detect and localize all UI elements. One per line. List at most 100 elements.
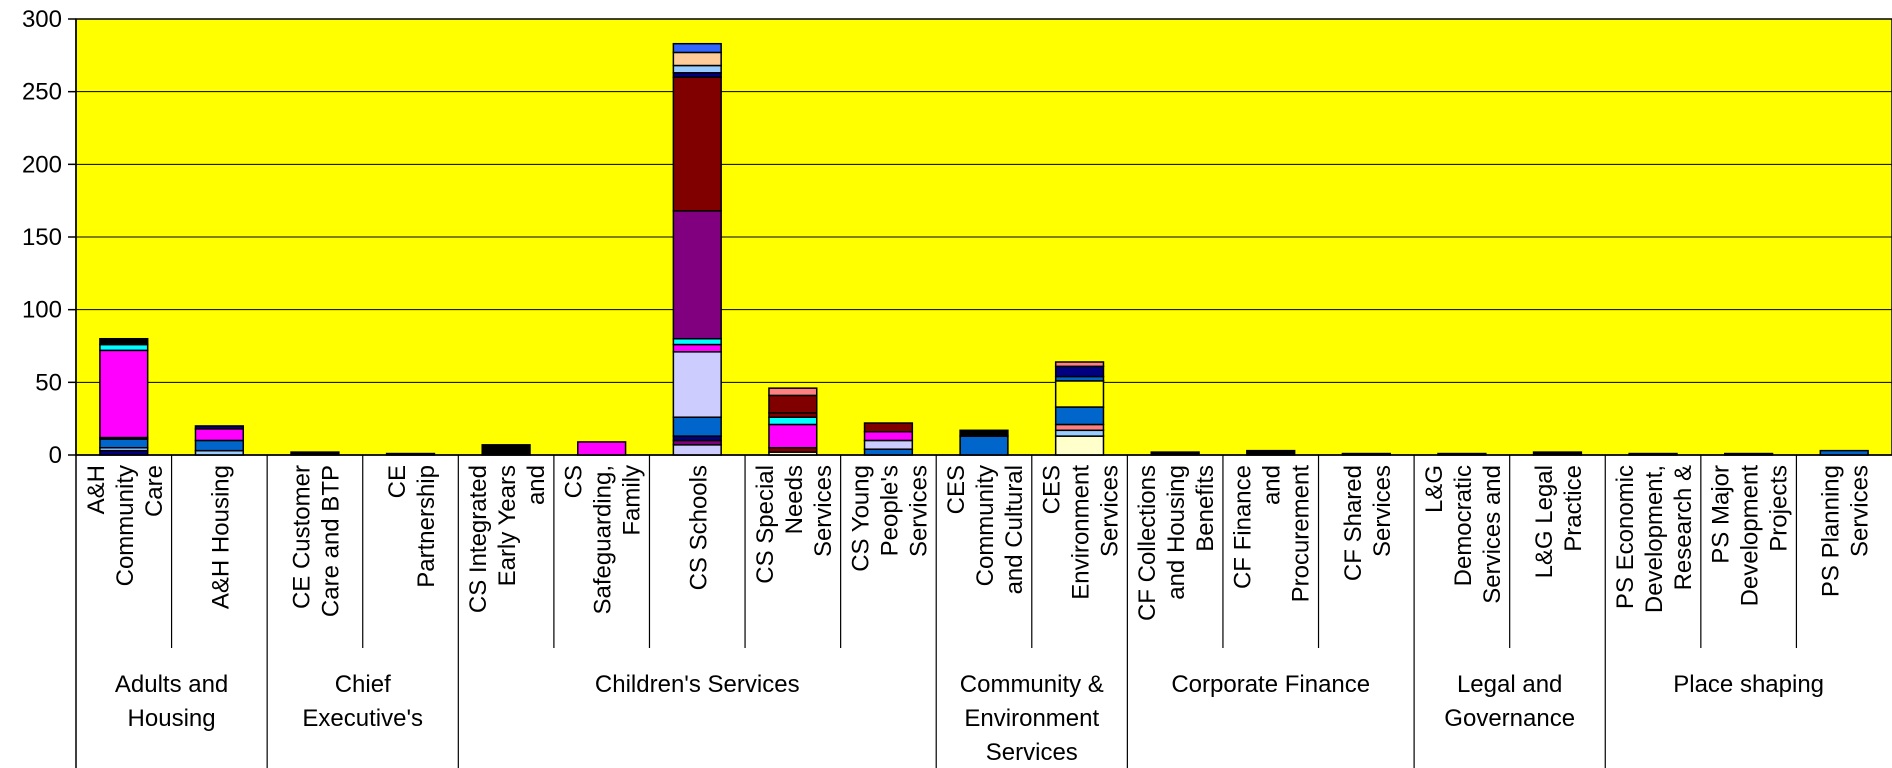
bar-segment	[481, 444, 531, 456]
bar-segment	[1054, 361, 1105, 368]
x-tick-label: Services	[810, 465, 837, 557]
x-tick-label: CS Young	[847, 465, 874, 572]
x-tick-label: Benefits	[1192, 465, 1219, 552]
bar-stack	[194, 425, 245, 456]
bar-segment	[672, 337, 722, 346]
group-label: Children's Services	[595, 671, 800, 698]
group-label: Legal and	[1457, 671, 1562, 698]
gridlines	[68, 18, 1892, 456]
bar-stack	[577, 441, 627, 456]
bar-segment	[1054, 435, 1105, 456]
x-tick-label: and Cultural	[1001, 465, 1028, 594]
bar-segment	[194, 428, 245, 442]
x-tick-label: Services	[1847, 465, 1874, 557]
y-tick-label: 150	[22, 224, 62, 251]
bar-segment	[863, 430, 914, 442]
bar-segment	[194, 439, 245, 452]
x-tick-label: L&G	[1421, 465, 1448, 513]
bar-segment	[1054, 423, 1105, 432]
group-label: Services	[986, 739, 1078, 766]
bar-segment	[768, 387, 818, 397]
x-tick-label: PS Major	[1708, 465, 1735, 564]
x-tick-label: Care	[141, 465, 168, 517]
bar-segment	[99, 343, 149, 352]
x-tick-label: PS Planning	[1818, 465, 1845, 597]
x-tick-label: CS Special	[752, 465, 779, 584]
bar-segment	[1054, 380, 1105, 408]
bar-segment	[672, 51, 722, 67]
x-tick-label: Services	[1097, 465, 1124, 557]
x-tick-label: Services	[1369, 465, 1396, 557]
x-tick-label: Early Years	[494, 465, 521, 586]
category-dividers	[170, 455, 1798, 768]
bar-segment	[863, 448, 914, 456]
x-axis-tick-labels: A&H Community Care A&H Housing CE Customer Ca…	[83, 465, 1874, 621]
x-tick-label: Family	[619, 465, 646, 536]
group-label: Housing	[128, 705, 216, 732]
bar-segment	[672, 343, 722, 353]
x-tick-label: and	[523, 465, 550, 505]
bar-segment	[672, 42, 722, 54]
group-label: Place shaping	[1673, 671, 1824, 698]
bar-segment	[768, 416, 818, 426]
bar-segment	[959, 429, 1009, 437]
x-tick-label: Community	[112, 465, 139, 586]
x-tick-label: Environment	[1068, 465, 1095, 600]
x-tick-label: and	[1259, 465, 1286, 505]
bar-segment	[768, 394, 818, 414]
bar-segment	[863, 439, 914, 450]
bar-segment	[768, 423, 818, 449]
x-tick-label: CES	[1039, 465, 1066, 514]
bar-segment	[1054, 365, 1105, 378]
x-tick-label: PS Economic	[1612, 465, 1639, 609]
bar-segment	[194, 425, 245, 430]
x-tick-label: Research &	[1670, 465, 1697, 590]
x-tick-label: CES	[943, 465, 970, 514]
x-tick-label: CS Integrated	[465, 465, 492, 613]
y-tick-label: 250	[22, 79, 62, 106]
x-tick-label: Development	[1737, 465, 1764, 607]
x-tick-label: Services and	[1479, 465, 1506, 604]
bar-segment	[672, 351, 722, 418]
group-label: Environment	[964, 705, 1099, 732]
x-tick-label: People's	[876, 465, 903, 556]
bar-stack	[768, 387, 818, 456]
group-labels: Adults and Housing Chief Executive's Childre…	[115, 671, 1824, 766]
group-label: Community &	[960, 671, 1104, 698]
y-tick-label: 300	[22, 6, 62, 33]
x-tick-label: CS Schools	[685, 465, 712, 590]
x-tick-label: A&H	[83, 465, 110, 514]
x-tick-label: Partnership	[413, 465, 440, 588]
bar-stack	[1054, 361, 1105, 456]
bar-segment	[672, 210, 722, 340]
y-tick-label: 50	[35, 369, 62, 396]
x-tick-label: Safeguarding,	[590, 465, 617, 614]
bar-stack	[863, 422, 914, 456]
x-tick-label: CE	[384, 465, 411, 498]
x-tick-label: CS	[561, 465, 588, 498]
group-label: Governance	[1444, 705, 1575, 732]
x-tick-label: Democratic	[1450, 465, 1477, 586]
bar-stack	[99, 337, 149, 456]
bar-segment	[1054, 406, 1105, 426]
bar-segment	[99, 349, 149, 439]
bar-segment	[863, 422, 914, 433]
bar-segment	[672, 64, 722, 74]
bar-segment	[99, 438, 149, 449]
x-tick-label: CF Collections	[1134, 465, 1161, 621]
x-tick-label: Services	[905, 465, 932, 557]
bar-segment	[672, 76, 722, 212]
x-tick-label: Projects	[1766, 465, 1793, 552]
x-tick-label: L&G Legal	[1531, 465, 1558, 578]
y-tick-label: 0	[49, 442, 62, 469]
bar-segment	[99, 337, 149, 346]
bar-stack	[672, 42, 722, 456]
group-label: Adults and	[115, 671, 228, 698]
bar-segment	[672, 444, 722, 456]
group-label: Executive's	[302, 705, 423, 732]
group-label: Chief	[335, 671, 391, 698]
x-tick-label: CE Customer	[288, 465, 315, 609]
bar-stack	[959, 429, 1009, 456]
x-tick-label: CF Shared	[1340, 465, 1367, 581]
